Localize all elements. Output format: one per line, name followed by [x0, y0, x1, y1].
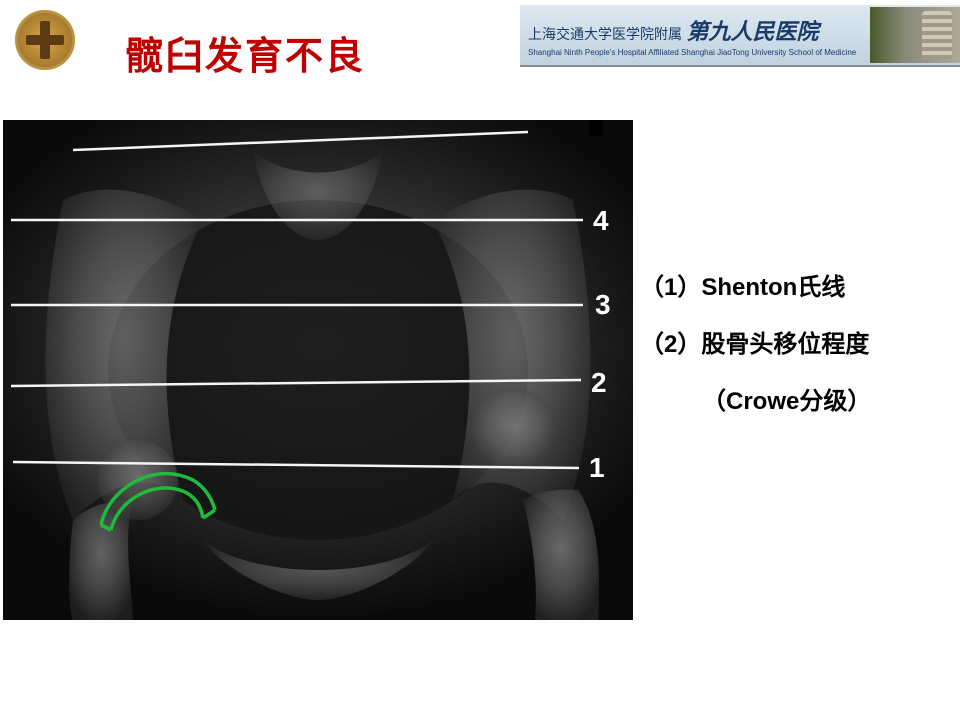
- annotation-line-1: （1）Shenton氏线: [640, 262, 871, 315]
- banner-text-block: 上海交通大学医学院附属 第九人民医院 Shanghai Ninth People…: [528, 14, 866, 57]
- line-label-2: 2: [591, 367, 607, 398]
- pubis: [203, 540, 433, 600]
- banner-building-image: [870, 7, 960, 63]
- line-label-1: 1: [589, 452, 605, 483]
- femur-right: [523, 489, 599, 620]
- xray-overlay-svg: 4 3 2 1: [3, 120, 633, 620]
- annotation-line-2: （2）股骨头移位程度: [640, 319, 871, 372]
- ref-line-top: [73, 132, 528, 150]
- slide-header: 髋臼发育不良 上海交通大学医学院附属 第九人民医院 Shanghai Ninth…: [0, 0, 960, 90]
- banner-affiliation: 上海交通大学医学院附属: [528, 26, 682, 42]
- line-label-4: 4: [593, 205, 609, 236]
- slide-title: 髋臼发育不良: [125, 25, 365, 80]
- banner-cn-line: 上海交通大学医学院附属 第九人民医院: [528, 14, 866, 46]
- hospital-banner: 上海交通大学医学院附属 第九人民医院 Shanghai Ninth People…: [520, 5, 960, 67]
- xray-image: 4 3 2 1: [3, 120, 633, 620]
- line-label-3: 3: [595, 289, 611, 320]
- banner-hospital-name: 第九人民医院: [686, 19, 818, 44]
- university-logo: [15, 10, 75, 70]
- annotation-line-3: （Crowe分级）: [640, 376, 871, 429]
- banner-english-subtitle: Shanghai Ninth People's Hospital Affilia…: [528, 48, 866, 57]
- annotation-text: （1）Shenton氏线 （2）股骨头移位程度 （Crowe分级）: [640, 262, 871, 428]
- femoral-head-right: [471, 388, 555, 472]
- logo-cross-icon: [26, 21, 64, 59]
